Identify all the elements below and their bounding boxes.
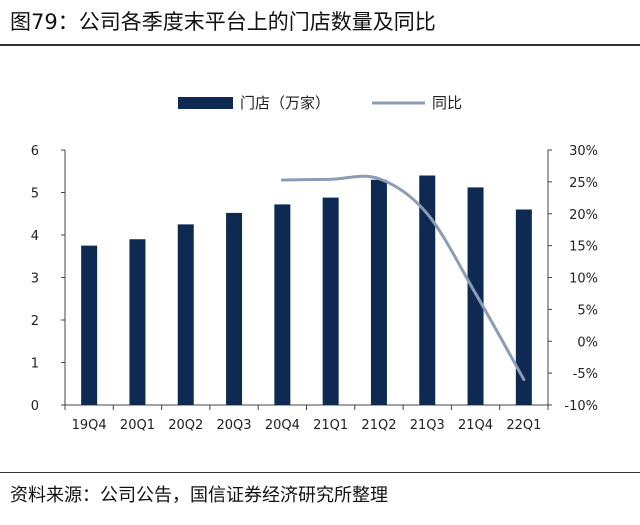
bar (274, 204, 291, 405)
x-tick-label: 20Q4 (265, 418, 300, 433)
bar (81, 245, 98, 405)
right-tick-label: 20% (569, 208, 598, 223)
x-tick-labels: 19Q4 20Q1 20Q2 20Q3 20Q4 21Q1 21Q2 21Q3 21Q4 22Q1 (72, 418, 542, 433)
chart: 门店（万家） 同比 19Q4 20Q1 20Q2 20Q3 20Q4 21Q1 21Q2 21Q… (31, 94, 598, 433)
bar (322, 197, 339, 405)
bar (370, 179, 387, 405)
left-tick-label: 0 (31, 399, 39, 414)
right-tick-label: 25% (569, 176, 598, 191)
right-tick-label: 10% (569, 272, 598, 287)
right-tick-labels: -10% -5% 0% 5% 10% 15% 20% 25% 30% (564, 144, 598, 414)
bar (129, 239, 146, 405)
bar-series (81, 175, 532, 405)
left-tick-label: 5 (31, 187, 39, 202)
bar (177, 224, 194, 405)
right-tick-label: 0% (577, 335, 598, 350)
right-tick-label: -5% (573, 367, 598, 382)
yoy-line (280, 174, 526, 381)
left-tick-label: 1 (31, 357, 39, 372)
legend: 门店（万家） 同比 (178, 94, 462, 112)
axes (61, 149, 552, 410)
x-tick-label: 22Q1 (506, 418, 541, 433)
legend-bar-label: 门店（万家） (240, 94, 330, 112)
right-tick-label: 30% (569, 144, 598, 159)
right-tick-label: -10% (564, 399, 598, 414)
left-tick-labels: 0 1 2 3 4 5 6 (31, 144, 39, 414)
x-tick-label: 20Q2 (168, 418, 203, 433)
bottom-rule (0, 472, 640, 473)
legend-line-label: 同比 (432, 94, 462, 112)
x-tick-label: 20Q1 (120, 418, 155, 433)
x-tick-label: 20Q3 (217, 418, 252, 433)
x-tick-label: 21Q4 (458, 418, 493, 433)
x-tick-label: 21Q3 (410, 418, 445, 433)
right-tick-label: 5% (577, 303, 598, 318)
left-tick-label: 2 (31, 314, 39, 329)
bar (226, 212, 243, 405)
figure-title: 图79：公司各季度末平台上的门店数量及同比 (10, 10, 436, 34)
left-tick-label: 6 (31, 144, 39, 159)
source-note: 资料来源：公司公告，国信证券经济研究所整理 (10, 485, 388, 506)
x-tick-label: 21Q2 (361, 418, 396, 433)
x-tick-label: 19Q4 (72, 418, 107, 433)
right-tick-label: 15% (569, 240, 598, 255)
bar (515, 209, 532, 405)
line-series (280, 174, 526, 381)
x-tick-label: 21Q1 (313, 418, 348, 433)
left-tick-label: 4 (31, 229, 39, 244)
top-rule (0, 44, 640, 46)
legend-bar-swatch (178, 97, 233, 109)
left-tick-label: 3 (31, 272, 39, 287)
bar (419, 175, 436, 405)
